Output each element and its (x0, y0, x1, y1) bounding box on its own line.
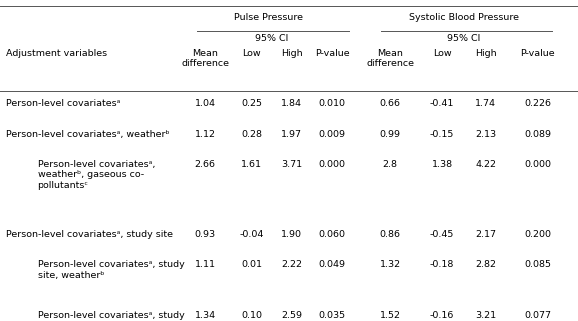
Text: -0.04: -0.04 (239, 230, 264, 239)
Text: 1.74: 1.74 (475, 100, 496, 108)
Text: 0.035: 0.035 (319, 311, 346, 320)
Text: 0.25: 0.25 (241, 100, 262, 108)
Text: 0.93: 0.93 (195, 230, 216, 239)
Text: 3.21: 3.21 (475, 311, 496, 320)
Text: 1.97: 1.97 (281, 130, 302, 139)
Text: 1.04: 1.04 (195, 100, 216, 108)
Text: P-value: P-value (315, 49, 350, 58)
Text: -0.16: -0.16 (430, 311, 454, 320)
Text: 0.000: 0.000 (319, 160, 346, 169)
Text: Pulse Pressure: Pulse Pressure (234, 13, 303, 22)
Text: 0.10: 0.10 (241, 311, 262, 320)
Text: Mean
difference: Mean difference (181, 49, 229, 68)
Text: High: High (281, 49, 303, 58)
Text: 2.22: 2.22 (281, 260, 302, 269)
Text: 0.060: 0.060 (319, 230, 346, 239)
Text: Person-level covariatesᵃ, study site: Person-level covariatesᵃ, study site (6, 230, 173, 239)
Text: 0.049: 0.049 (319, 260, 346, 269)
Text: Systolic Blood Pressure: Systolic Blood Pressure (409, 13, 519, 22)
Text: High: High (475, 49, 497, 58)
Text: 0.000: 0.000 (524, 160, 551, 169)
Text: 1.34: 1.34 (195, 311, 216, 320)
Text: Person-level covariatesᵃ: Person-level covariatesᵃ (6, 100, 120, 108)
Text: 0.200: 0.200 (524, 230, 551, 239)
Text: 2.59: 2.59 (281, 311, 302, 320)
Text: 2.82: 2.82 (475, 260, 496, 269)
Text: 1.32: 1.32 (380, 260, 401, 269)
Text: 1.38: 1.38 (432, 160, 453, 169)
Text: 1.84: 1.84 (281, 100, 302, 108)
Text: 0.28: 0.28 (241, 130, 262, 139)
Text: 2.17: 2.17 (475, 230, 496, 239)
Text: 1.12: 1.12 (195, 130, 216, 139)
Text: -0.45: -0.45 (430, 230, 454, 239)
Text: 0.077: 0.077 (524, 311, 551, 320)
Text: 2.66: 2.66 (195, 160, 216, 169)
Text: 0.86: 0.86 (380, 230, 401, 239)
Text: Low: Low (242, 49, 261, 58)
Text: 0.085: 0.085 (524, 260, 551, 269)
Text: 1.52: 1.52 (380, 311, 401, 320)
Text: Person-level covariatesᵃ, weatherᵇ: Person-level covariatesᵃ, weatherᵇ (6, 130, 169, 139)
Text: 0.99: 0.99 (380, 130, 401, 139)
Text: 0.089: 0.089 (524, 130, 551, 139)
Text: 4.22: 4.22 (475, 160, 496, 169)
Text: 1.11: 1.11 (195, 260, 216, 269)
Text: Person-level covariatesᵃ,
weatherᵇ, gaseous co-
pollutantsᶜ: Person-level covariatesᵃ, weatherᵇ, gase… (38, 160, 155, 190)
Text: Person-level covariatesᵃ, study
site, weatherᵇ: Person-level covariatesᵃ, study site, we… (38, 260, 184, 280)
Text: 1.61: 1.61 (241, 160, 262, 169)
Text: -0.41: -0.41 (430, 100, 454, 108)
Text: -0.18: -0.18 (430, 260, 454, 269)
Text: 0.009: 0.009 (319, 130, 346, 139)
Text: 0.66: 0.66 (380, 100, 401, 108)
Text: Mean
difference: Mean difference (366, 49, 414, 68)
Text: 1.90: 1.90 (281, 230, 302, 239)
Text: 0.01: 0.01 (241, 260, 262, 269)
Text: 95% CI: 95% CI (447, 34, 480, 43)
Text: 0.010: 0.010 (319, 100, 346, 108)
Text: Person-level covariatesᵃ, study
site, weatherv, gaseous co-
pollutantsᶜ: Person-level covariatesᵃ, study site, we… (38, 311, 184, 321)
Text: 3.71: 3.71 (281, 160, 302, 169)
Text: Low: Low (433, 49, 451, 58)
Text: 2.13: 2.13 (475, 130, 496, 139)
Text: 2.8: 2.8 (383, 160, 398, 169)
Text: Adjustment variables: Adjustment variables (6, 49, 107, 58)
Text: -0.15: -0.15 (430, 130, 454, 139)
Text: 0.226: 0.226 (524, 100, 551, 108)
Text: 95% CI: 95% CI (255, 34, 288, 43)
Text: P-value: P-value (520, 49, 555, 58)
